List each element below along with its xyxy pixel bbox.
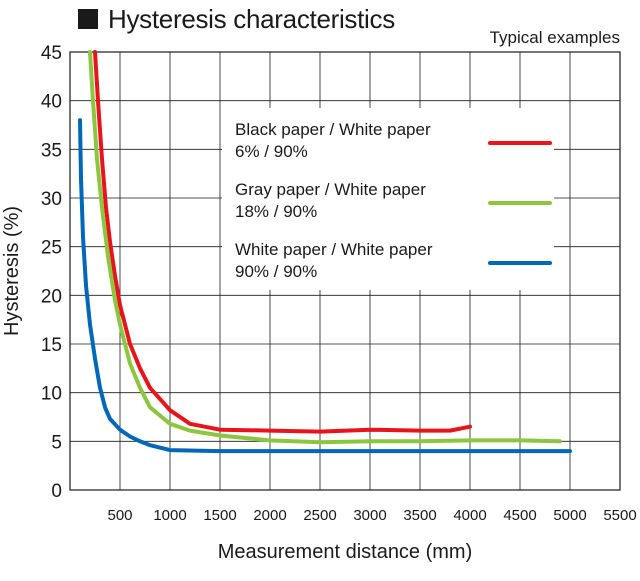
- y-tick-label: 5: [51, 432, 62, 453]
- x-tick-label: 1500: [203, 507, 236, 524]
- x-tick-label: 2500: [303, 507, 336, 524]
- x-tick-label: 5000: [553, 507, 586, 524]
- y-tick-label: 20: [41, 286, 62, 307]
- axes: 500 1000 1500 2000 2500 3000 3500 4000 4500 5000 5…: [1, 43, 637, 563]
- x-tick-label: 4500: [503, 507, 536, 524]
- legend: Black paper / White paper 6% / 90% Gray pa…: [222, 108, 554, 290]
- x-tick-label: 500: [107, 507, 132, 524]
- legend-sublabel-1: 18% / 90%: [235, 202, 317, 221]
- series-line-1: [88, 50, 562, 445]
- x-tick-label: 5500: [603, 507, 636, 524]
- x-tick-label: 2000: [253, 507, 286, 524]
- plot-area-frame: [69, 51, 621, 491]
- x-tick-label: 3500: [403, 507, 436, 524]
- title-square-icon: [78, 9, 98, 29]
- y-axis-label: Hysteresis (%): [1, 206, 23, 336]
- series-line-0: [93, 50, 472, 434]
- legend-label-2: White paper / White paper: [235, 240, 433, 259]
- y-tick-label: 40: [41, 92, 62, 113]
- typical-examples-note: Typical examples: [489, 28, 620, 47]
- x-tick-label: 3000: [353, 507, 386, 524]
- x-tick-label: 4000: [453, 507, 486, 524]
- y-tick-label: 45: [41, 43, 62, 64]
- y-tick-label: 15: [41, 335, 62, 356]
- y-tick-label: 0: [51, 481, 62, 502]
- x-tick-label: 1000: [153, 507, 186, 524]
- x-axis-label: Measurement distance (mm): [218, 541, 473, 563]
- legend-sublabel-0: 6% / 90%: [235, 142, 308, 161]
- legend-label-0: Black paper / White paper: [235, 120, 431, 139]
- y-tick-label: 10: [41, 384, 62, 405]
- y-tick-label: 35: [41, 140, 62, 161]
- chart-title-text: Hysteresis characteristics: [108, 3, 395, 34]
- series-line-2: [78, 118, 572, 454]
- y-tick-label: 30: [41, 189, 62, 210]
- series-lines: [78, 50, 572, 454]
- legend-box: [222, 108, 554, 290]
- chart-title: Hysteresis characteristics: [78, 4, 395, 34]
- legend-label-1: Gray paper / White paper: [235, 180, 426, 199]
- y-tick-label: 25: [41, 238, 62, 259]
- legend-sublabel-2: 90% / 90%: [235, 262, 317, 281]
